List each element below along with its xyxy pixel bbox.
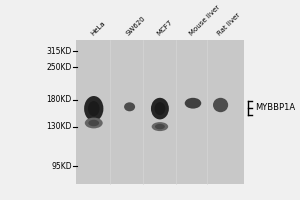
Bar (76, 40, 244, 184)
Text: 180KD: 180KD (46, 95, 72, 104)
Ellipse shape (154, 102, 165, 115)
Text: 250KD: 250KD (46, 63, 72, 72)
Ellipse shape (155, 124, 165, 129)
Text: HeLa: HeLa (89, 20, 106, 37)
Ellipse shape (151, 98, 169, 119)
Text: 95KD: 95KD (51, 162, 72, 171)
Ellipse shape (88, 101, 100, 116)
Ellipse shape (185, 98, 201, 109)
Ellipse shape (152, 122, 168, 131)
Text: SW620: SW620 (125, 15, 147, 37)
Ellipse shape (213, 98, 228, 112)
Ellipse shape (85, 118, 103, 128)
Ellipse shape (84, 96, 104, 121)
Text: MCF7: MCF7 (156, 19, 173, 37)
Text: 315KD: 315KD (46, 47, 72, 56)
Text: 130KD: 130KD (46, 122, 72, 131)
Text: MYBBP1A: MYBBP1A (255, 103, 295, 112)
Ellipse shape (88, 120, 99, 126)
Text: Mouse liver: Mouse liver (189, 4, 221, 37)
Ellipse shape (124, 102, 135, 111)
Text: Rat liver: Rat liver (216, 12, 241, 37)
